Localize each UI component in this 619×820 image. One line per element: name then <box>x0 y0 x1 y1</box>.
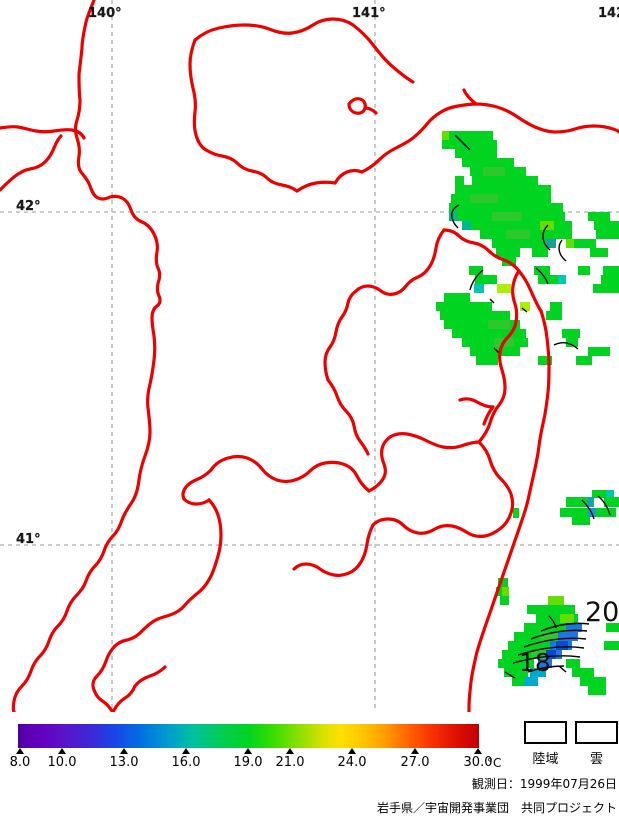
sst-contour-lines <box>451 134 611 679</box>
contour-label-18: 18 <box>519 648 551 677</box>
coastline <box>0 0 619 712</box>
lon-label-141: 141° <box>352 6 386 21</box>
temperature-colorbar <box>18 724 479 748</box>
colorbar-label-13: 13.0 <box>109 755 139 770</box>
colorbar-unit-label: °C <box>487 756 502 770</box>
colorbar-tick-19 <box>244 748 252 754</box>
map-panel: 140° 141° 142° 42° 41° 20 18 <box>0 0 619 712</box>
organization-text: 岩手県／宇宙開発事業団 共同プロジェクト <box>376 801 617 815</box>
colorbar-tick-21 <box>286 748 294 754</box>
colorbar-tick-24 <box>348 748 356 754</box>
legend-area: 8.0 10.0 13.0 16.0 19.0 21.0 24.0 27.0 3… <box>0 712 619 820</box>
map-graphic <box>0 0 619 712</box>
colorbar-label-19: 19.0 <box>233 755 263 770</box>
colorbar-label-8: 8.0 <box>9 755 31 770</box>
legend-label-land: 陸域 <box>532 752 559 767</box>
legend-label-cloud: 雲 <box>589 752 603 767</box>
colorbar-label-16: 16.0 <box>171 755 201 770</box>
lat-label-41: 41° <box>16 532 41 547</box>
lon-label-140: 140° <box>88 6 122 21</box>
colorbar-label-21: 21.0 <box>275 755 305 770</box>
colorbar-tick-8 <box>16 748 24 754</box>
colorbar-label-10: 10.0 <box>47 755 77 770</box>
colorbar-tick-10 <box>58 748 66 754</box>
colorbar-tick-16 <box>182 748 190 754</box>
grid-lines <box>0 0 619 712</box>
lat-label-42: 42° <box>16 199 41 214</box>
colorbar-label-24: 24.0 <box>337 755 367 770</box>
observation-date-text: 観測日：1999年07月26日 <box>471 777 617 791</box>
colorbar-label-30: 30.0 <box>463 755 493 770</box>
colorbar-label-27: 27.0 <box>400 755 430 770</box>
contour-label-20: 20 <box>585 597 619 628</box>
coastline-detail <box>133 665 167 688</box>
colorbar-tick-30 <box>474 748 482 754</box>
colorbar-tick-27 <box>411 748 419 754</box>
colorbar-tick-13 <box>120 748 128 754</box>
lon-label-142: 142° <box>598 6 619 21</box>
legend-swatch-land <box>524 721 567 744</box>
legend-swatch-cloud <box>575 721 618 744</box>
